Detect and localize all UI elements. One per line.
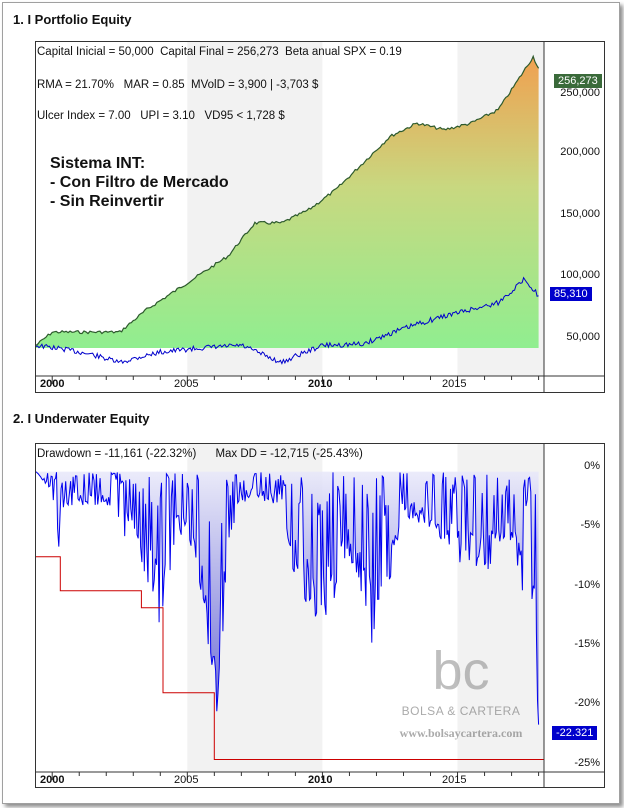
watermark-name: BOLSA & CARTERA — [401, 704, 521, 718]
overlay-line-3: - Sin Reinvertir — [50, 193, 164, 210]
equity-fill — [36, 56, 539, 349]
benchmark-value-badge: 85,310 — [550, 287, 592, 301]
y-tick-50000: 50,000 — [566, 331, 600, 343]
underwater-chart — [36, 444, 604, 787]
x-ticks — [51, 772, 540, 780]
x-tick-2005: 2005 — [174, 378, 199, 390]
y-tick-100000: 100,000 — [560, 269, 600, 281]
x-tick-2000: 2000 — [40, 378, 65, 390]
panel1-title: 1. I Portfolio Equity — [13, 12, 132, 27]
drawdown-fill — [36, 471, 539, 725]
y-tick-250000: 250,000 — [560, 87, 600, 99]
overlay-line-1: Sistema INT: — [50, 155, 146, 172]
drawdown-line — [36, 471, 540, 725]
equity-panel[interactable]: Capital Inicial = 50,000 Capital Final =… — [35, 41, 605, 393]
max-drawdown-line — [36, 556, 544, 760]
y-tick-10: -10% — [574, 579, 600, 591]
y-tick-25: -25% — [574, 757, 600, 769]
current-drawdown-badge: -22.321 — [552, 726, 598, 740]
stats-line-2: RMA = 21.70% MAR = 0.85 MVolD = 3,900 | … — [37, 79, 319, 91]
stats-line-1: Capital Inicial = 50,000 Capital Final =… — [37, 46, 402, 58]
x-ticks — [51, 376, 540, 384]
watermark-url: www.bolsaycartera.com — [399, 726, 523, 740]
x-tick-2015: 2015 — [442, 774, 467, 786]
overlay-line-2: - Con Filtro de Mercado — [50, 174, 229, 191]
underwater-panel[interactable]: Drawdown = -11,161 (-22.32%) Max DD = -1… — [35, 443, 605, 788]
y-tick-0: 0% — [584, 460, 600, 472]
drawdown-stats: Drawdown = -11,161 (-22.32%) Max DD = -1… — [37, 448, 363, 460]
x-tick-2015: 2015 — [442, 378, 467, 390]
watermark: bc BOLSA & CARTERA www.bolsaycartera.com — [376, 644, 546, 741]
equity-value-badge: 256,273 — [554, 74, 602, 88]
stats-line-3: Ulcer Index = 7.00 UPI = 3.10 VD95 < 1,7… — [37, 110, 285, 122]
y-tick-200000: 200,000 — [560, 146, 600, 158]
equity-line — [36, 54, 540, 346]
y-tick-5: -5% — [580, 519, 600, 531]
y-tick-150000: 150,000 — [560, 208, 600, 220]
x-tick-2010: 2010 — [308, 774, 333, 786]
watermark-logo: bc — [432, 641, 490, 701]
system-overlay: Sistema INT: - Con Filtro de Mercado - S… — [50, 154, 229, 211]
panel2-title: 2. I Underwater Equity — [13, 411, 150, 426]
x-tick-2005: 2005 — [174, 774, 199, 786]
equity-chart — [36, 42, 604, 392]
y-tick-15: -15% — [574, 638, 600, 650]
y-tick-20: -20% — [574, 697, 600, 709]
x-tick-2010: 2010 — [308, 378, 333, 390]
x-tick-2000: 2000 — [40, 774, 65, 786]
benchmark-line — [36, 276, 539, 365]
